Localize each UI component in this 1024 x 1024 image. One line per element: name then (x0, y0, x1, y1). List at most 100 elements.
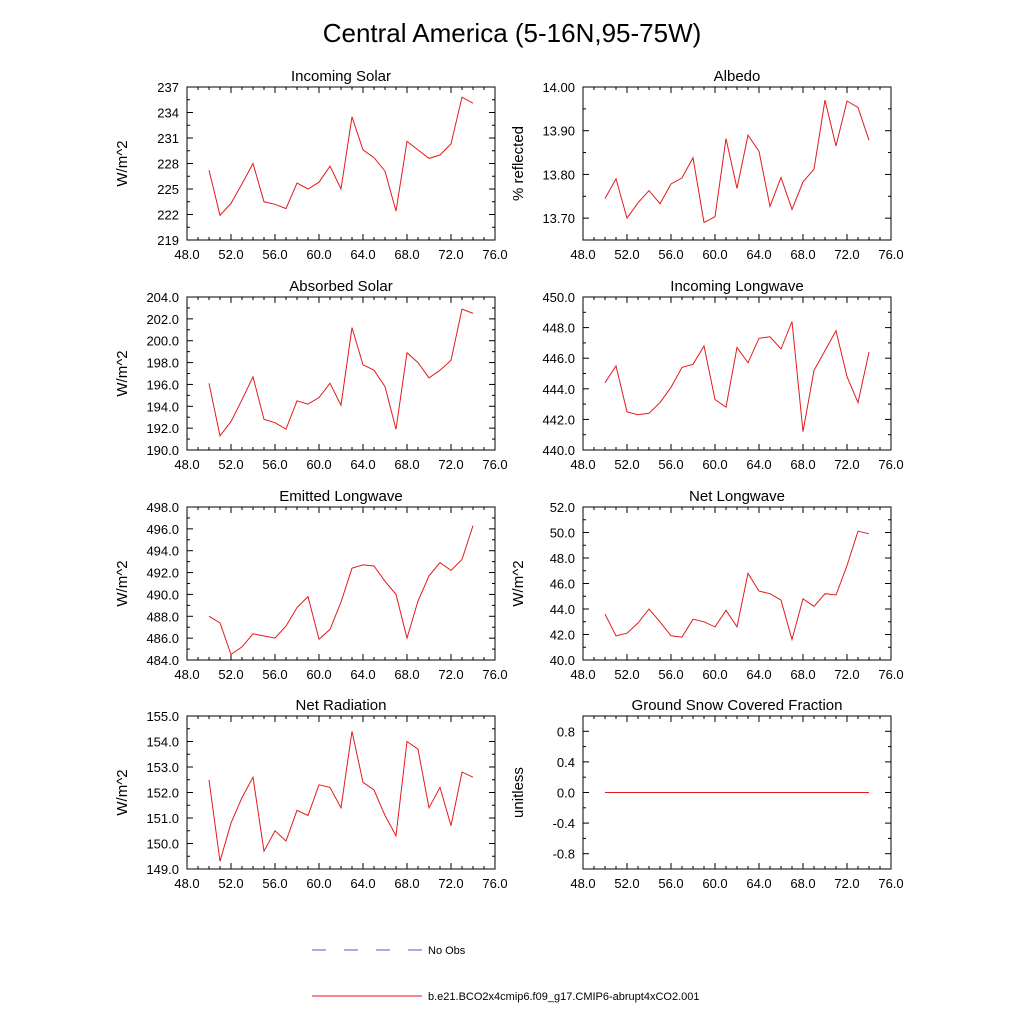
x-tick-label: 68.0 (394, 667, 419, 682)
y-tick-label: 0.4 (557, 755, 575, 770)
series-line (208, 525, 474, 656)
x-tick-label: 52.0 (614, 457, 639, 472)
y-tick-label: 14.00 (542, 80, 575, 95)
y-tick-label: 219 (157, 233, 179, 248)
series-line (604, 99, 870, 224)
x-tick-label: 64.0 (350, 457, 375, 472)
x-tick-label: 48.0 (174, 457, 199, 472)
y-tick-label: 194.0 (146, 399, 179, 414)
y-tick-label: 490.0 (146, 587, 179, 602)
x-tick-label: 48.0 (570, 876, 595, 891)
x-tick-label: 60.0 (306, 247, 331, 262)
x-tick-label: 48.0 (570, 247, 595, 262)
y-tick-label: 444.0 (542, 382, 575, 397)
y-tick-label: -0.8 (553, 847, 575, 862)
x-tick-label: 72.0 (834, 667, 859, 682)
x-tick-label: 60.0 (702, 247, 727, 262)
panel-net-radiation: Net Radiation 48.0 52.0 56.0 60.0 64.0 68.0 72.… (114, 697, 508, 891)
y-tick-label: 484.0 (146, 653, 179, 668)
x-tick-label: 68.0 (394, 247, 419, 262)
y-tick-label: 204.0 (146, 290, 179, 305)
x-tick-label: 60.0 (306, 667, 331, 682)
y-tick-label: 488.0 (146, 609, 179, 624)
x-tick-label: 48.0 (174, 876, 199, 891)
x-tick-label: 60.0 (702, 667, 727, 682)
x-tick-label: 52.0 (218, 247, 243, 262)
y-axis-label: W/m^2 (510, 560, 527, 606)
x-tick-label: 72.0 (834, 876, 859, 891)
x-tick-label: 72.0 (438, 247, 463, 262)
y-tick-label: 192.0 (146, 421, 179, 436)
x-tick-label: 72.0 (438, 876, 463, 891)
x-tick-label: 72.0 (438, 457, 463, 472)
x-tick-label: 76.0 (878, 457, 903, 472)
panel-title: Incoming Solar (291, 68, 391, 85)
x-tick-label: 60.0 (702, 876, 727, 891)
y-tick-label: 190.0 (146, 443, 179, 458)
x-tick-label: 76.0 (878, 247, 903, 262)
x-tick-label: 68.0 (790, 876, 815, 891)
y-tick-label: 52.0 (550, 500, 575, 515)
plot-frame (186, 86, 496, 241)
x-tick-label: 60.0 (306, 457, 331, 472)
x-tick-label: 52.0 (218, 457, 243, 472)
series-line (208, 731, 474, 862)
y-tick-label: 13.80 (542, 167, 575, 182)
y-tick-label: 152.0 (146, 786, 179, 801)
x-tick-label: 64.0 (746, 667, 771, 682)
y-tick-label: 237 (157, 80, 179, 95)
y-axis-label: unitless (510, 767, 527, 818)
x-tick-label: 64.0 (746, 876, 771, 891)
x-tick-label: 76.0 (482, 457, 507, 472)
y-tick-label: 196.0 (146, 377, 179, 392)
y-axis-label: % reflected (510, 126, 527, 201)
x-tick-label: 64.0 (350, 667, 375, 682)
y-tick-label: 450.0 (542, 290, 575, 305)
y-tick-label: 46.0 (550, 577, 575, 592)
panel-albedo: Albedo 48.0 52.0 56.0 60.0 64.0 68.0 72.0 76.0 13… (510, 68, 904, 262)
legend-label-model: b.e21.BCO2x4cmip6.f09_g17.CMIP6-abrupt4x… (428, 991, 700, 1003)
x-tick-label: 64.0 (746, 247, 771, 262)
y-tick-label: 0.8 (557, 724, 575, 739)
y-tick-label: 151.0 (146, 811, 179, 826)
y-tick-label: 48.0 (550, 551, 575, 566)
figure-title: Central America (5-16N,95-75W) (323, 18, 702, 48)
x-tick-label: 68.0 (394, 457, 419, 472)
y-tick-label: 202.0 (146, 312, 179, 327)
x-tick-label: 76.0 (482, 667, 507, 682)
y-tick-label: 234 (157, 106, 179, 121)
y-tick-label: 486.0 (146, 631, 179, 646)
x-tick-label: 72.0 (834, 457, 859, 472)
x-tick-label: 56.0 (658, 876, 683, 891)
y-tick-label: 0.0 (557, 786, 575, 801)
y-tick-label: 198.0 (146, 356, 179, 371)
panel-title: Incoming Longwave (670, 278, 803, 295)
x-tick-label: 68.0 (790, 457, 815, 472)
x-tick-label: 56.0 (262, 667, 287, 682)
x-tick-label: 64.0 (350, 876, 375, 891)
x-tick-label: 76.0 (482, 247, 507, 262)
y-tick-label: 50.0 (550, 526, 575, 541)
panel-absorbed-solar: Absorbed Solar 48.0 52.0 56.0 60.0 64.0 68.0 72… (114, 278, 508, 472)
x-tick-label: 52.0 (218, 876, 243, 891)
panel-title: Absorbed Solar (289, 278, 392, 295)
x-tick-label: 52.0 (614, 876, 639, 891)
x-tick-label: 56.0 (658, 457, 683, 472)
plot-frame (582, 506, 892, 661)
y-tick-label: 228 (157, 157, 179, 172)
x-tick-label: 48.0 (174, 667, 199, 682)
legend: No Obs b.e21.BCO2x4cmip6.f09_g17.CMIP6-a… (312, 945, 700, 1003)
y-tick-label: 154.0 (146, 735, 179, 750)
y-tick-label: 200.0 (146, 334, 179, 349)
x-tick-label: 76.0 (482, 876, 507, 891)
panel-title: Albedo (714, 68, 761, 85)
x-tick-label: 76.0 (878, 876, 903, 891)
x-tick-label: 72.0 (438, 667, 463, 682)
plot-frame (186, 715, 496, 870)
x-tick-label: 60.0 (702, 457, 727, 472)
panel-emitted-longwave: Emitted Longwave 48.0 52.0 56.0 60.0 64.0 68.0… (114, 488, 508, 682)
panel-incoming-longwave: Incoming Longwave 48.0 52.0 56.0 60.0 64.0 68.… (542, 278, 903, 472)
y-tick-label: 446.0 (542, 351, 575, 366)
x-tick-label: 68.0 (790, 247, 815, 262)
